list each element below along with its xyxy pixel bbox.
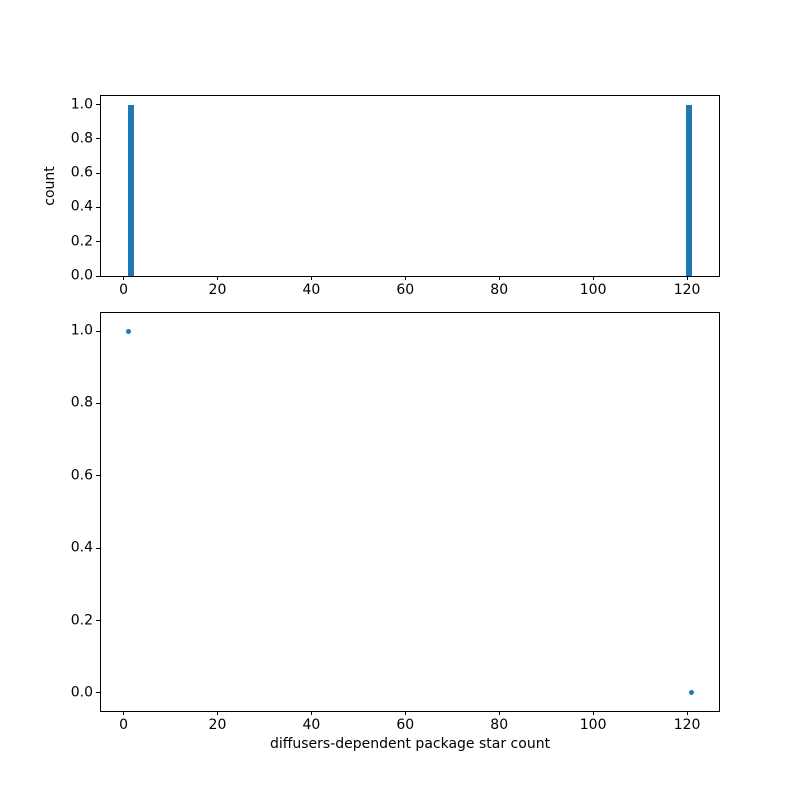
x-tick-label: 20 (208, 282, 227, 298)
x-tick-mark (498, 276, 500, 280)
x-tick-mark (123, 711, 125, 715)
x-tick-label: 80 (490, 282, 509, 298)
x-tick-mark (404, 711, 406, 715)
y-tick-label: 1.0 (70, 95, 93, 112)
y-tick-label: 0.6 (70, 467, 93, 484)
y-tick-mark (96, 206, 100, 208)
x-tick-mark (123, 276, 125, 280)
y-tick-mark (96, 547, 100, 549)
x-tick-label: 40 (302, 717, 321, 733)
histogram-bar (128, 104, 134, 276)
y-tick-label: 0.8 (70, 130, 93, 147)
x-tick-mark (216, 276, 218, 280)
x-tick-mark (404, 276, 406, 280)
y-tick-label: 1.0 (70, 322, 93, 339)
x-tick-label: 40 (302, 282, 321, 298)
x-tick-mark (216, 711, 218, 715)
y-tick-label: 0.6 (70, 164, 93, 181)
x-tick-label: 60 (396, 282, 415, 298)
y-tick-label: 0.8 (70, 394, 93, 411)
y-tick-label: 0.2 (70, 611, 93, 628)
x-tick-label: 80 (490, 717, 509, 733)
y-tick-mark (96, 620, 100, 622)
scatter-axes: 0 20 40 60 80 100 120 0.0 0.2 0.4 0.6 0.8 1.0 (71, 312, 720, 733)
histogram-axes: 0 20 40 60 80 100 120 0.0 0.2 0.4 0.6 0.8 1.0 (71, 95, 720, 298)
y-axis-label: count (42, 166, 58, 206)
y-tick-label: 0.0 (70, 267, 93, 284)
scatter-point (125, 328, 131, 334)
x-tick-mark (592, 711, 594, 715)
scatter-point (689, 690, 695, 696)
y-tick-label: 0.0 (70, 684, 93, 701)
y-tick-label: 0.4 (70, 198, 93, 215)
x-tick-mark (686, 276, 688, 280)
x-tick-label: 0 (119, 717, 128, 733)
x-tick-label: 120 (673, 717, 701, 733)
x-tick-label: 60 (396, 717, 415, 733)
x-tick-label: 100 (579, 717, 607, 733)
x-tick-label: 20 (208, 717, 227, 733)
y-tick-mark (96, 402, 100, 404)
x-tick-mark (310, 276, 312, 280)
y-tick-label: 0.4 (70, 539, 93, 556)
y-tick-mark (96, 330, 100, 332)
y-tick-mark (96, 475, 100, 477)
x-tick-label: 120 (673, 282, 701, 298)
y-tick-mark (96, 692, 100, 694)
x-tick-mark (310, 711, 312, 715)
x-tick-label: 100 (579, 282, 607, 298)
y-tick-mark (96, 172, 100, 174)
y-tick-mark (96, 104, 100, 106)
x-tick-label: 0 (119, 282, 128, 298)
y-tick-mark (96, 275, 100, 277)
x-tick-mark (498, 711, 500, 715)
y-tick-mark (96, 138, 100, 140)
histogram-bar (686, 104, 692, 276)
x-tick-mark (592, 276, 594, 280)
y-tick-label: 0.2 (70, 233, 93, 250)
y-tick-mark (96, 241, 100, 243)
x-tick-mark (686, 711, 688, 715)
x-axis-label: diffusers-dependent package star count (269, 736, 551, 752)
